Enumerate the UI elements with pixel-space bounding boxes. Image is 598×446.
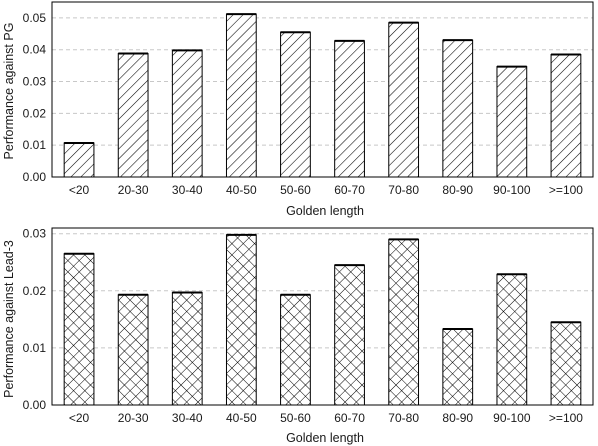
- y-tick-label: 0.02: [23, 284, 47, 298]
- bar-30-40: [171, 292, 203, 406]
- x-tick-label: 30-40: [172, 183, 203, 197]
- x-tick-label: 40-50: [226, 411, 257, 425]
- x-tick-label: 50-60: [280, 411, 311, 425]
- y-tick-label: 0.00: [23, 398, 47, 412]
- y-tick-label: 0.03: [23, 227, 47, 241]
- bar-40-50: [225, 234, 257, 406]
- x-tick-label: 50-60: [280, 183, 311, 197]
- bar-20-30: [117, 294, 149, 406]
- bar-60-70: [334, 264, 365, 406]
- y-tick-label: 0.00: [23, 170, 47, 184]
- bar-30-40: [171, 49, 203, 178]
- x-tick-label: <20: [69, 411, 90, 425]
- y-axis-label: Performance against PG: [2, 23, 16, 160]
- x-tick-label: 90-100: [493, 411, 531, 425]
- plot-frame: [51, 227, 594, 406]
- x-tick-label: 60-70: [334, 183, 365, 197]
- x-tick-label: 90-100: [493, 183, 531, 197]
- x-axis-label: Golden length: [286, 431, 364, 445]
- y-tick-label: 0.01: [23, 341, 47, 355]
- bar-80-90: [442, 328, 474, 406]
- x-tick-label: >=100: [549, 411, 583, 425]
- y-tick-label: 0.01: [23, 138, 47, 152]
- y-tick-label: 0.04: [23, 43, 47, 57]
- x-tick-label: 70-80: [388, 183, 419, 197]
- y-tick-label: 0.05: [23, 11, 47, 25]
- y-tick-label: 0.03: [23, 75, 47, 89]
- bar-90-100: [496, 273, 528, 406]
- x-tick-label: 80-90: [442, 411, 473, 425]
- bar->=100: [550, 321, 582, 406]
- bar-50-60: [280, 31, 311, 178]
- x-tick-label: 40-50: [226, 183, 257, 197]
- chart-performance-vs-lead3: Performance against Lead-3 Golden length…: [2, 227, 594, 445]
- y-axis-label: Performance against Lead-3: [2, 240, 16, 398]
- bar-50-60: [280, 294, 311, 406]
- x-tick-label: >=100: [549, 183, 583, 197]
- bar-<20: [63, 142, 95, 178]
- y-tick-label: 0.02: [23, 106, 47, 120]
- bar-90-100: [496, 66, 528, 178]
- x-axis-label: Golden length: [286, 204, 364, 218]
- x-tick-label: 20-30: [118, 183, 149, 197]
- x-tick-label: <20: [69, 183, 90, 197]
- bar->=100: [550, 54, 582, 178]
- plot-frame: [51, 1, 594, 178]
- bar-70-80: [388, 238, 420, 406]
- x-tick-label: 20-30: [118, 411, 149, 425]
- bar-20-30: [117, 53, 149, 178]
- bar-<20: [63, 253, 95, 406]
- x-tick-label: 80-90: [442, 183, 473, 197]
- x-tick-label: 70-80: [388, 411, 419, 425]
- x-tick-label: 30-40: [172, 411, 203, 425]
- bar-70-80: [388, 22, 420, 178]
- bar-80-90: [442, 39, 474, 178]
- x-tick-label: 60-70: [334, 411, 365, 425]
- bar-60-70: [334, 40, 365, 178]
- chart-performance-vs-pg: Performance against PG Golden length 0.0…: [2, 1, 594, 218]
- bar-40-50: [225, 13, 257, 178]
